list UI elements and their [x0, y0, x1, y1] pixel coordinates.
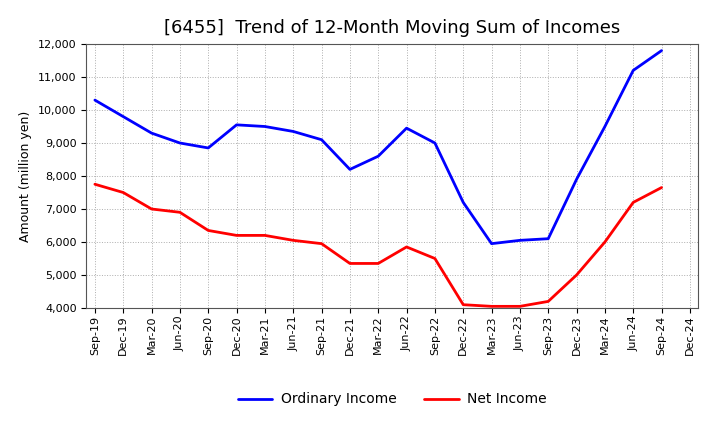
Ordinary Income — [431, 140, 439, 146]
Ordinary Income — [544, 236, 552, 241]
Legend: Ordinary Income, Net Income: Ordinary Income, Net Income — [233, 387, 552, 412]
Ordinary Income — [657, 48, 666, 53]
Ordinary Income — [261, 124, 269, 129]
Ordinary Income — [91, 97, 99, 103]
Ordinary Income — [374, 154, 382, 159]
Net Income — [600, 239, 609, 245]
Net Income — [204, 228, 212, 233]
Net Income — [459, 302, 467, 307]
Ordinary Income — [148, 130, 156, 136]
Net Income — [176, 210, 184, 215]
Net Income — [544, 299, 552, 304]
Ordinary Income — [204, 145, 212, 150]
Net Income — [148, 206, 156, 212]
Title: [6455]  Trend of 12-Month Moving Sum of Incomes: [6455] Trend of 12-Month Moving Sum of I… — [164, 19, 621, 37]
Ordinary Income — [176, 140, 184, 146]
Net Income — [289, 238, 297, 243]
Ordinary Income — [487, 241, 496, 246]
Ordinary Income — [318, 137, 326, 142]
Line: Ordinary Income: Ordinary Income — [95, 51, 662, 244]
Y-axis label: Amount (million yen): Amount (million yen) — [19, 110, 32, 242]
Ordinary Income — [346, 167, 354, 172]
Net Income — [487, 304, 496, 309]
Ordinary Income — [629, 68, 637, 73]
Line: Net Income: Net Income — [95, 184, 662, 306]
Net Income — [318, 241, 326, 246]
Net Income — [657, 185, 666, 190]
Ordinary Income — [572, 176, 581, 182]
Net Income — [233, 233, 241, 238]
Net Income — [91, 182, 99, 187]
Net Income — [572, 272, 581, 278]
Net Income — [346, 261, 354, 266]
Ordinary Income — [402, 125, 411, 131]
Net Income — [261, 233, 269, 238]
Net Income — [402, 244, 411, 249]
Ordinary Income — [600, 124, 609, 129]
Ordinary Income — [233, 122, 241, 128]
Ordinary Income — [119, 114, 127, 119]
Net Income — [629, 200, 637, 205]
Net Income — [431, 256, 439, 261]
Net Income — [119, 190, 127, 195]
Ordinary Income — [289, 129, 297, 134]
Net Income — [374, 261, 382, 266]
Ordinary Income — [516, 238, 524, 243]
Ordinary Income — [459, 200, 467, 205]
Net Income — [516, 304, 524, 309]
